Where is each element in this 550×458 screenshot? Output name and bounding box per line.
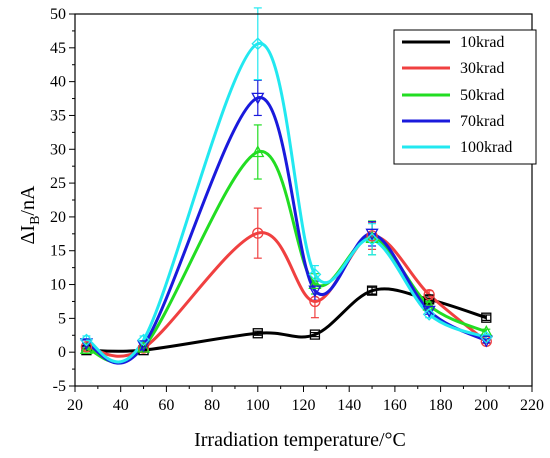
x-tick-label: 140: [337, 397, 361, 414]
data-point-10krad: [309, 329, 321, 340]
legend: 10krad 30krad 50krad 70krad 100krad: [393, 29, 537, 165]
data-point-100krad: [308, 267, 322, 281]
data-point-10krad: [366, 285, 378, 296]
data-point-50krad: [251, 145, 265, 158]
data-point-10krad: [252, 328, 263, 339]
legend-label-100krad: 100krad: [460, 139, 512, 156]
x-tick-label: 160: [383, 397, 407, 414]
y-axis-title-main: ΔI: [17, 225, 39, 245]
y-tick-label: 0: [58, 344, 66, 361]
y-tick-label: -5: [53, 378, 66, 395]
data-point-100krad: [80, 333, 93, 347]
data-point-100krad: [422, 307, 436, 321]
axes: 20 40 60 80 100 120 140 160 180 200 220 -5 0 5 10 15 20 2…: [50, 6, 544, 414]
legend-label-70krad: 70krad: [460, 113, 504, 130]
data-point-100krad: [137, 333, 150, 347]
legend-item-70krad: 70krad: [402, 113, 504, 130]
data-point-100krad: [479, 330, 493, 344]
data-markers: [79, 37, 493, 356]
y-axis-title-sub: B: [28, 216, 43, 225]
x-tick-label: 220: [520, 397, 544, 414]
x-tick-label: 200: [474, 397, 498, 414]
data-point-100krad: [365, 232, 379, 246]
data-point-10krad: [424, 294, 435, 305]
x-tick-label: 40: [113, 397, 129, 414]
y-tick-label: 15: [50, 243, 66, 260]
y-tick-label: 45: [50, 40, 66, 57]
data-point-70krad: [479, 335, 493, 348]
data-point-30krad: [366, 230, 378, 242]
legend-label-50krad: 50krad: [460, 87, 504, 104]
y-tick-label: 50: [50, 6, 66, 23]
y-axis-title: ΔIB/nA: [17, 185, 43, 244]
data-point-70krad: [308, 285, 322, 298]
legend-item-50krad: 50krad: [402, 87, 504, 104]
data-point-70krad: [79, 338, 94, 351]
y-tick-label: 40: [50, 74, 66, 91]
data-point-30krad: [252, 227, 264, 239]
y-tick-label: 20: [50, 209, 66, 226]
legend-label-10krad: 10krad: [460, 34, 504, 51]
data-point-70krad: [251, 92, 265, 105]
x-tick-label: 180: [429, 397, 453, 414]
y-tick-label: 25: [50, 175, 66, 192]
x-axis-title: Irradiation temperature/°C: [194, 429, 406, 451]
y-axis-title-unit: /nA: [17, 185, 39, 216]
legend-item-100krad: 100krad: [402, 139, 512, 156]
data-point-70krad: [136, 340, 151, 353]
x-tick-label: 20: [67, 397, 83, 414]
data-point-50krad: [422, 298, 436, 311]
x-tick-label: 80: [204, 397, 220, 414]
y-tick-label: 5: [58, 310, 66, 327]
y-tick-label: 30: [50, 141, 66, 158]
series-line-100krad: [85, 42, 487, 364]
data-point-50krad: [308, 277, 322, 290]
series-line-30krad: [86, 231, 488, 358]
x-tick-label: 100: [246, 397, 270, 414]
data-point-50krad: [79, 341, 94, 354]
legend-label-30krad: 30krad: [460, 60, 504, 77]
y-tick-label: 35: [50, 107, 66, 124]
x-tick-label: 120: [292, 397, 316, 414]
legend-item-10krad: 10krad: [402, 34, 504, 51]
series-line-70krad: [85, 96, 487, 365]
y-tick-label: 10: [50, 277, 66, 294]
data-point-10krad: [481, 312, 492, 323]
x-tick-label: 60: [158, 397, 174, 414]
legend-item-30krad: 30krad: [402, 60, 504, 77]
data-point-30krad: [80, 341, 93, 353]
data-point-70krad: [365, 228, 379, 241]
data-point-100krad: [251, 37, 265, 51]
legend-box: [393, 29, 537, 165]
